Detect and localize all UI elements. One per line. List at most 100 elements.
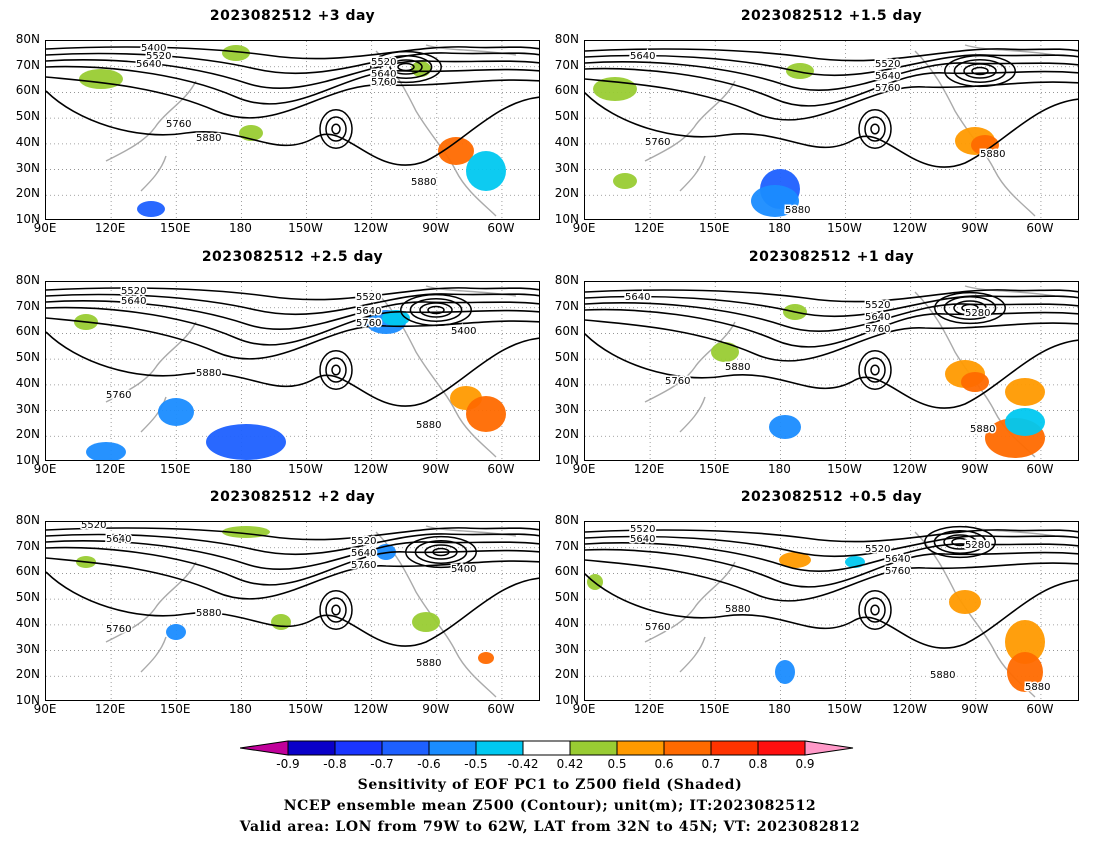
lat-tick-label: 20N	[554, 427, 579, 442]
sensitivity-shading	[769, 415, 801, 439]
contour-label: 5640	[625, 292, 650, 303]
lat-tick-label: 60N	[554, 564, 579, 579]
contour-label: 5520	[875, 59, 900, 70]
lon-tick-label: 150E	[160, 702, 191, 716]
contour-label: 5760	[865, 324, 890, 335]
colorbar-tick-label: 0.42	[556, 757, 584, 771]
colorbar-box	[428, 740, 477, 756]
map-panel-1: 2023082512 +3 day 5400 5520 5640 5520 5640 576…	[0, 0, 1100, 240]
sensitivity-shading	[412, 612, 440, 632]
colorbar-box	[522, 740, 571, 756]
colorbar-tick-label: -0.8	[323, 757, 347, 771]
lon-tick-label: 120W	[892, 462, 928, 476]
contour-label: 5640	[121, 296, 146, 307]
lat-tick-label: 40N	[554, 615, 579, 630]
lat-tick-label: 10N	[15, 453, 40, 467]
lon-tick-label: 120E	[633, 221, 665, 235]
low-center-contour	[414, 540, 468, 564]
colorbar-box	[616, 740, 665, 756]
lat-tick-label: 20N	[554, 667, 579, 682]
coastline-asia	[105, 80, 197, 192]
high-center-contour	[870, 364, 880, 376]
contour-label: 5880	[725, 604, 750, 615]
contour-label: 5520	[865, 300, 890, 311]
contour-label: 5400	[451, 326, 476, 337]
lat-tick-label: 40N	[15, 615, 40, 630]
colorbar-tick-label: 0.8	[748, 757, 768, 771]
lat-tick-label: 20N	[15, 667, 40, 682]
sensitivity-shading	[971, 135, 999, 155]
contour-label: 5760	[645, 137, 670, 148]
lon-tick-label: 150W	[827, 462, 862, 476]
contour-label: 5520	[121, 286, 146, 297]
lon-tick-label: 90E	[33, 462, 57, 476]
sensitivity-shading	[961, 372, 989, 392]
lon-tick-label: 90W	[961, 462, 989, 476]
contour-label: 5880	[416, 420, 441, 431]
colorbar-tick-label: -0.7	[370, 757, 394, 771]
low-center-contour	[409, 298, 463, 322]
z500-contour	[46, 300, 539, 330]
lat-tick-label: 50N	[15, 590, 40, 605]
lon-tick-label: 120W	[353, 462, 389, 476]
contour-label: 5400	[141, 43, 166, 54]
colorbar-box	[381, 740, 430, 756]
lat-tick-label: 20N	[15, 186, 40, 201]
contour-label: 5760	[645, 622, 670, 633]
lat-tick-label: 60N	[554, 324, 579, 339]
caption-line-1: Sensitivity of EOF PC1 to Z500 field (Sh…	[357, 777, 743, 793]
lat-tick-label: 50N	[554, 590, 579, 605]
high-center-contour	[325, 116, 347, 142]
contour-label: 5280	[965, 540, 990, 551]
sensitivity-shading	[751, 185, 799, 217]
sensitivity-shading	[779, 552, 811, 568]
lat-tick-label: 30N	[15, 641, 40, 656]
contour-label: 5760	[885, 566, 910, 577]
z500-contour	[585, 559, 1078, 602]
map-panel-6: 2023082512 +0.5 day 5520 5640 5520 5640 5760 5…	[0, 0, 1100, 716]
high-center-contour	[864, 116, 886, 142]
panel-title: 2023082512 +1.5 day	[740, 8, 923, 24]
low-center-contour	[934, 291, 1006, 325]
sensitivity-shading	[206, 424, 286, 460]
contour-label: 5880	[930, 670, 955, 681]
lat-tick-label: 50N	[15, 109, 40, 124]
contour-label: 5280	[965, 308, 990, 319]
colorbar-tick-label: 0.5	[607, 757, 627, 771]
lat-tick-label: 30N	[554, 401, 579, 416]
z500-contour	[46, 293, 539, 316]
coastline-asia	[644, 321, 736, 433]
map-frame: 5640 5520 5640 5760 5760 5880 5880	[584, 40, 1079, 220]
lon-tick-label: 150W	[827, 221, 862, 235]
z500-contour	[46, 571, 539, 647]
high-center-contour	[331, 604, 341, 616]
high-center-contour	[319, 109, 353, 149]
sensitivity-shading	[137, 201, 165, 217]
low-center-contour	[933, 530, 987, 554]
colorbar-box	[287, 740, 336, 756]
sensitivity-shading	[158, 398, 194, 426]
coastline-asia	[644, 80, 736, 192]
colorbar-box	[475, 740, 524, 756]
z500-contour	[585, 529, 1078, 543]
contour-label: 5760	[166, 119, 191, 130]
lat-tick-label: 10N	[15, 212, 40, 226]
contour-label: 5760	[665, 376, 690, 387]
lon-tick-label: 150E	[699, 702, 730, 716]
lon-tick-label: 90E	[572, 221, 596, 235]
sensitivity-shading	[786, 63, 814, 79]
z500-contour	[585, 308, 1078, 348]
contour-label: 5640	[106, 534, 131, 545]
z500-contour	[46, 540, 539, 570]
colorbar-box	[663, 740, 712, 756]
colorbar-max-triangle	[804, 740, 854, 756]
colorbar-tick-label: -0.42	[507, 757, 539, 771]
z500-contour	[585, 92, 1078, 168]
contour-label: 5880	[196, 368, 221, 379]
contour-label: 5880	[785, 205, 810, 216]
colorbar-box	[757, 740, 806, 756]
contour-label: 5640	[875, 71, 900, 82]
high-center-contour	[319, 350, 353, 390]
low-center-contour	[943, 296, 997, 320]
